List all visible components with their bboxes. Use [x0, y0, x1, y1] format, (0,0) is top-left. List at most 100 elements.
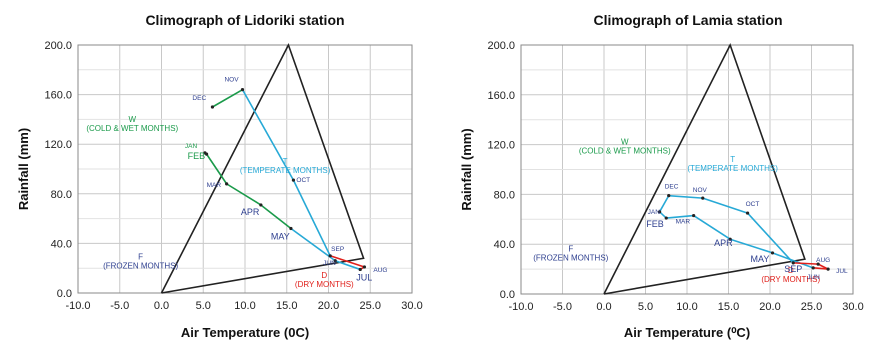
series-segment [226, 183, 262, 206]
series-segment [241, 89, 295, 181]
data-point-nov [701, 196, 705, 200]
month-label-nov: NOV [224, 77, 239, 84]
x-tick-label: 5.0 [196, 300, 211, 312]
x-tick-label: 20.0 [759, 301, 780, 313]
series-segment [666, 214, 694, 219]
data-point-nov [240, 88, 245, 92]
x-tick-label: 0.0 [596, 301, 611, 313]
month-label-jun: JUN [323, 260, 336, 267]
month-label-jan: JAN [648, 209, 661, 216]
data-point-apr [728, 237, 732, 241]
data-point-aug [362, 265, 367, 269]
series-segment [205, 153, 228, 185]
y-tick-label: 160.0 [487, 90, 515, 102]
month-label-sep: SEP [331, 246, 344, 253]
series-segment [747, 212, 794, 264]
x-tick-label: 30.0 [401, 300, 422, 312]
region-label-line: (TEMPERATE MONTHS) [687, 164, 778, 173]
month-label-jun: JUN [807, 274, 820, 281]
region-label-line: D [321, 271, 327, 280]
y-tick-label: 0.0 [57, 288, 72, 300]
data-point-jan [658, 210, 662, 214]
x-tick-label: 10.0 [234, 300, 255, 312]
climate-triangle [160, 42, 365, 294]
series-segment [260, 204, 292, 230]
data-point-dec [210, 105, 215, 109]
month-label-oct: OCT [746, 201, 760, 208]
region-label-t: T (TEMPERATE MONTHS) [687, 155, 778, 173]
series-segment [729, 238, 773, 254]
y-tick-label: 200.0 [44, 40, 72, 52]
data-point-feb [664, 216, 668, 220]
region-label-line: (DRY MONTHS) [761, 275, 820, 284]
chart-2: -10.0 -5.0 0.0 5.0 10.0 15.0 20.0 25.0 30.0 0.0 40… [459, 12, 864, 340]
data-point-sep [791, 261, 795, 265]
x-tick-label: 0.0 [154, 300, 169, 312]
series-segment [658, 195, 670, 213]
series-segment [334, 260, 361, 271]
data-point-dec [667, 194, 671, 198]
series-segment [817, 263, 829, 270]
month-label-oct: OCT [296, 177, 310, 184]
data-point-feb [204, 152, 209, 156]
data-point-jun [811, 266, 815, 270]
series-segment [668, 194, 703, 199]
region-label-d: D (DRY MONTHS) [295, 271, 354, 289]
region-label-line: (FROZEN MONTHS) [533, 254, 608, 263]
region-label-line: (TEMPERATE MONTHS) [240, 166, 331, 175]
region-label-w: W (COLD & WET MONTHS) [86, 115, 178, 133]
month-label-dec: DEC [665, 184, 679, 191]
data-point-oct [291, 178, 296, 182]
month-label-feb: FEB [188, 151, 206, 161]
month-label-jan: JAN [185, 143, 198, 150]
region-label-line: F [568, 245, 573, 254]
month-label-jul: JUL [356, 272, 372, 282]
y-tick-label: 0.0 [500, 289, 515, 301]
y-tick-label: 40.0 [494, 239, 515, 251]
y-tick-label: 200.0 [487, 40, 515, 52]
series-segment [212, 88, 243, 108]
region-label-line: F [138, 253, 143, 262]
series-segment [290, 227, 336, 262]
series-segment [292, 179, 331, 257]
data-point-mar [225, 182, 229, 186]
y-tick-label: 160.0 [44, 90, 72, 102]
y-tick-label: 80.0 [51, 189, 72, 201]
data-point-may [289, 226, 293, 231]
y-axis-label: Rainfall (mm) [16, 128, 31, 210]
y-axis-label: Rainfall (mm) [459, 128, 474, 210]
region-label-line: T [730, 155, 735, 164]
region-label-line: (COLD & WET MONTHS) [579, 147, 671, 156]
climate-triangle [603, 42, 806, 295]
region-label-w: W (COLD & WET MONTHS) [579, 138, 671, 156]
x-tick-label: -10.0 [65, 300, 90, 312]
x-tick-label: 20.0 [318, 300, 339, 312]
chart-title: Climograph of Lamia station [593, 12, 782, 28]
y-tick-label: 120.0 [44, 139, 72, 151]
y-tick-label: 40.0 [51, 238, 72, 250]
plot-area-border [77, 44, 413, 294]
month-label-may: MAY [271, 232, 290, 242]
series-segment [793, 262, 819, 265]
month-label-aug: AUG [373, 267, 387, 274]
month-label-nov: NOV [693, 187, 708, 194]
data-point-apr [259, 203, 263, 207]
series-segment [772, 252, 814, 269]
data-point-jul [358, 267, 362, 272]
series-segment [702, 197, 748, 214]
x-tick-label: -5.0 [553, 301, 572, 313]
y-tick-label: 120.0 [487, 140, 515, 152]
chart-1: -10.0 -5.0 0.0 5.0 10.0 15.0 20.0 25.0 30.0 0.0 40… [16, 12, 423, 340]
region-label-line: (DRY MONTHS) [295, 280, 354, 289]
x-tick-label: 25.0 [360, 300, 381, 312]
x-tick-label: 15.0 [276, 300, 297, 312]
month-label-apr: APR [714, 238, 733, 248]
month-label-aug: AUG [816, 257, 830, 264]
y-tick-label: 80.0 [494, 189, 515, 201]
x-tick-label: 15.0 [718, 301, 739, 313]
x-axis-label: Air Temperature (⁰C) [624, 325, 750, 340]
region-label-t: T (TEMPERATE MONTHS) [240, 157, 331, 175]
x-tick-label: -5.0 [110, 300, 129, 312]
